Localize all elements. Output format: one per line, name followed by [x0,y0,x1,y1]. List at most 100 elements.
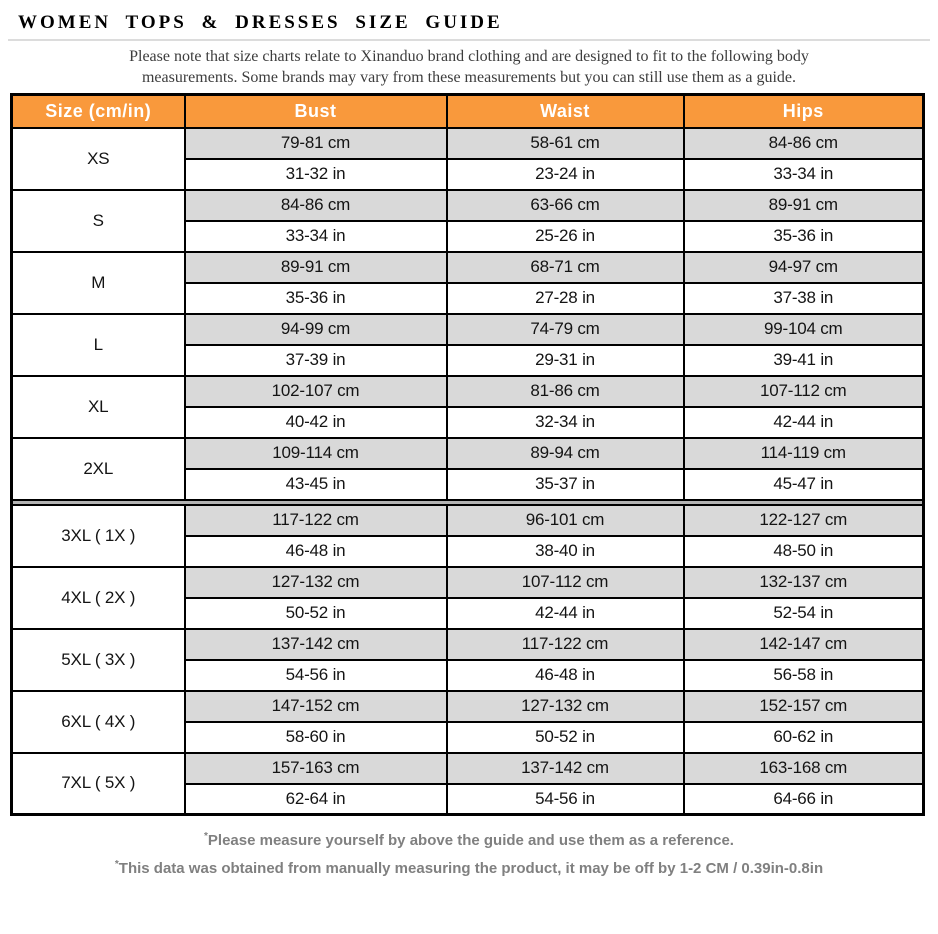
table-row: 43-45 in 35-37 in 45-47 in [12,467,925,501]
bust-in: 43-45 in [183,467,448,501]
hips-in: 56-58 in [682,658,925,692]
bust-in: 54-56 in [183,658,448,692]
bust-cm: 117-122 cm [183,503,448,537]
waist-in: 27-28 in [445,281,685,315]
waist-cm: 63-66 cm [445,188,685,222]
asterisk-mark: * [204,831,208,842]
bust-in: 37-39 in [183,343,448,377]
footnote-tolerance: *This data was obtained from manually me… [0,853,938,881]
hips-cm: 89-91 cm [682,188,925,222]
column-header-bust: Bust [183,93,448,129]
table-row: 58-60 in 50-52 in 60-62 in [12,720,925,754]
table-row: 40-42 in 32-34 in 42-44 in [12,405,925,439]
size-guide-table: Size (cm/in) Bust Waist Hips XS 79-81 cm… [10,93,925,816]
title-divider [8,39,930,41]
hips-cm: 152-157 cm [682,689,925,723]
waist-in: 46-48 in [445,658,685,692]
hips-in: 60-62 in [682,720,925,754]
waist-in: 50-52 in [445,720,685,754]
bust-cm: 94-99 cm [183,312,448,346]
table-row: XS 79-81 cm 58-61 cm 84-86 cm [10,126,925,191]
hips-cm: 107-112 cm [682,374,925,408]
bust-in: 46-48 in [183,534,448,568]
size-label: 3XL ( 1X ) [10,503,186,568]
header-row: Size (cm/in) Bust Waist Hips [10,93,925,129]
hips-in: 39-41 in [682,343,925,377]
table-row: 31-32 in 23-24 in 33-34 in [12,157,925,191]
intro-note-line2: measurements. Some brands may vary from … [141,69,797,86]
waist-cm: 81-86 cm [445,374,685,408]
table-row: 33-34 in 25-26 in 35-36 in [12,219,925,253]
waist-in: 42-44 in [445,596,685,630]
size-label: XL [10,374,186,439]
waist-cm: 58-61 cm [445,126,685,160]
size-label: S [10,188,186,253]
hips-cm: 142-147 cm [682,627,925,661]
waist-in: 35-37 in [445,467,685,501]
size-label: XS [10,126,186,191]
hips-in: 64-66 in [682,782,925,816]
table-row: 35-36 in 27-28 in 37-38 in [12,281,925,315]
table-row: 6XL ( 4X ) 147-152 cm 127-132 cm 152-157… [10,689,925,754]
column-header-hips: Hips [682,93,925,129]
hips-cm: 94-97 cm [682,250,925,284]
bust-cm: 109-114 cm [183,436,448,470]
bust-in: 40-42 in [183,405,448,439]
table-row: M 89-91 cm 68-71 cm 94-97 cm [10,250,925,315]
bust-cm: 102-107 cm [183,374,448,408]
column-header-size: Size (cm/in) [10,93,186,129]
bust-cm: 147-152 cm [183,689,448,723]
table-row: 5XL ( 3X ) 137-142 cm 117-122 cm 142-147… [10,627,925,692]
bust-in: 35-36 in [183,281,448,315]
bust-cm: 84-86 cm [183,188,448,222]
waist-cm: 68-71 cm [445,250,685,284]
waist-cm: 137-142 cm [445,751,685,785]
hips-cm: 99-104 cm [682,312,925,346]
table-row: 50-52 in 42-44 in 52-54 in [12,596,925,630]
size-label: 6XL ( 4X ) [10,689,186,754]
hips-cm: 122-127 cm [682,503,925,537]
asterisk-mark: * [114,859,119,870]
waist-in: 23-24 in [445,157,685,191]
waist-cm: 89-94 cm [445,436,685,470]
table-row: 37-39 in 29-31 in 39-41 in [12,343,925,377]
footnote-text: This data was obtained from manually mea… [118,860,824,877]
bust-in: 33-34 in [183,219,448,253]
waist-cm: 107-112 cm [445,565,685,599]
waist-in: 38-40 in [445,534,685,568]
table-row: S 84-86 cm 63-66 cm 89-91 cm [10,188,925,253]
footnotes: *Please measure yourself by above the gu… [0,825,938,881]
hips-in: 42-44 in [682,405,925,439]
size-label: 7XL ( 5X ) [10,751,186,816]
page-title: WOMEN TOPS & DRESSES SIZE GUIDE [18,12,503,33]
bust-in: 31-32 in [183,157,448,191]
waist-in: 54-56 in [445,782,685,816]
waist-in: 25-26 in [445,219,685,253]
hips-in: 37-38 in [682,281,925,315]
hips-in: 48-50 in [682,534,925,568]
plus-size-section-divider [10,498,925,506]
size-label: M [10,250,186,315]
bust-cm: 79-81 cm [183,126,448,160]
table-row: 7XL ( 5X ) 157-163 cm 137-142 cm 163-168… [10,751,925,816]
table-row: L 94-99 cm 74-79 cm 99-104 cm [10,312,925,377]
hips-in: 35-36 in [682,219,925,253]
table-row: 4XL ( 2X ) 127-132 cm 107-112 cm 132-137… [10,565,925,630]
waist-cm: 117-122 cm [445,627,685,661]
waist-cm: 127-132 cm [445,689,685,723]
footnote-text: Please measure yourself by above the gui… [207,832,734,849]
bust-cm: 157-163 cm [183,751,448,785]
bust-cm: 137-142 cm [183,627,448,661]
table-row: XL 102-107 cm 81-86 cm 107-112 cm [10,374,925,439]
table-row: 62-64 in 54-56 in 64-66 in [12,782,925,816]
hips-in: 52-54 in [682,596,925,630]
hips-in: 45-47 in [682,467,925,501]
size-label: 5XL ( 3X ) [10,627,186,692]
bust-in: 50-52 in [183,596,448,630]
size-label: 4XL ( 2X ) [10,565,186,630]
hips-in: 33-34 in [682,157,925,191]
bust-cm: 89-91 cm [183,250,448,284]
table-row: 2XL 109-114 cm 89-94 cm 114-119 cm [10,436,925,501]
table-row: 3XL ( 1X ) 117-122 cm 96-101 cm 122-127 … [10,503,925,568]
bust-cm: 127-132 cm [183,565,448,599]
